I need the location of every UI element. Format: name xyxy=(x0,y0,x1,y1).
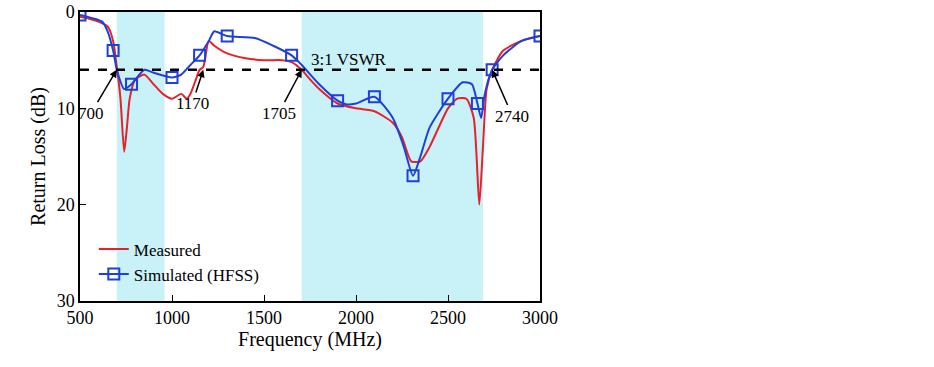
svg-text:3:1 VSWR: 3:1 VSWR xyxy=(311,50,386,69)
svg-text:30: 30 xyxy=(57,291,75,311)
svg-text:Return Loss (dB): Return Loss (dB) xyxy=(27,87,50,226)
svg-text:2740: 2740 xyxy=(495,107,529,126)
svg-text:Simulated (HFSS): Simulated (HFSS) xyxy=(134,266,259,285)
svg-text:500: 500 xyxy=(67,308,94,328)
svg-text:Measured: Measured xyxy=(134,241,202,260)
svg-text:10: 10 xyxy=(57,99,75,119)
svg-text:1000: 1000 xyxy=(154,308,190,328)
svg-text:1705: 1705 xyxy=(262,104,296,123)
svg-text:0: 0 xyxy=(66,2,75,22)
svg-text:1170: 1170 xyxy=(176,94,209,113)
svg-text:2000: 2000 xyxy=(338,308,374,328)
svg-text:700: 700 xyxy=(78,104,104,123)
svg-text:Frequency (MHz): Frequency (MHz) xyxy=(238,328,382,351)
svg-text:1500: 1500 xyxy=(246,308,282,328)
svg-text:3000: 3000 xyxy=(522,308,558,328)
svg-text:20: 20 xyxy=(57,195,75,215)
svg-text:2500: 2500 xyxy=(430,308,466,328)
